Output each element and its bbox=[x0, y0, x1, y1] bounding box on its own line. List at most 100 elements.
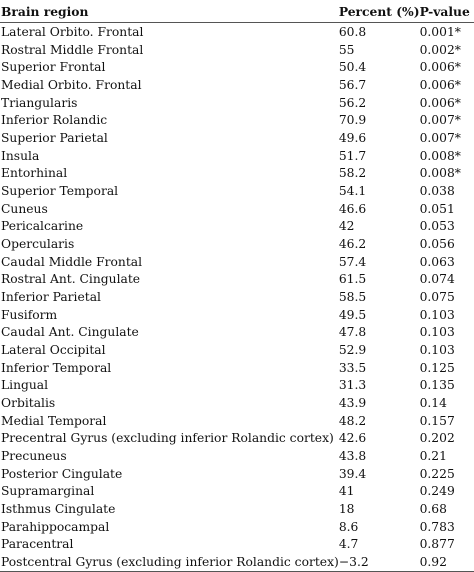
table-row: Inferior Rolandic 70.9 0.007* bbox=[0, 111, 474, 129]
region-cell: Posterior Cingulate bbox=[1, 466, 123, 481]
percent-cell: 51.7 bbox=[338, 148, 367, 163]
table-row: Medial Orbito. Frontal 56.7 0.006* bbox=[0, 76, 474, 94]
percent-cell: 54.1 bbox=[338, 183, 367, 198]
region-cell: Caudal Middle Frontal bbox=[1, 254, 143, 269]
p-value-cell: 0.006* bbox=[419, 95, 461, 110]
region-cell: Supramarginal bbox=[1, 484, 95, 499]
table-row: Parahippocampal 8.6 0.783 bbox=[0, 518, 474, 536]
table-row: Entorhinal 58.2 0.008* bbox=[0, 164, 474, 182]
p-value-cell: 0.007* bbox=[419, 113, 461, 128]
region-cell: Lateral Orbito. Frontal bbox=[1, 24, 144, 39]
header-p-value: P-value bbox=[419, 0, 474, 23]
p-value-cell: 0.68 bbox=[419, 501, 447, 516]
table-row: Cuneus 46.6 0.051 bbox=[0, 200, 474, 218]
table-row: Supramarginal 41 0.249 bbox=[0, 482, 474, 500]
percent-cell: 46.2 bbox=[338, 236, 367, 251]
table-row: Triangularis 56.2 0.006* bbox=[0, 94, 474, 112]
percent-cell: 61.5 bbox=[338, 272, 367, 287]
p-value-cell: 0.202 bbox=[419, 431, 455, 446]
percent-cell: 55 bbox=[338, 42, 355, 57]
table-row: Lingual 31.3 0.135 bbox=[0, 376, 474, 394]
table-row: Insula 51.7 0.008* bbox=[0, 147, 474, 165]
region-cell: Precuneus bbox=[1, 448, 67, 463]
p-value-cell: 0.225 bbox=[419, 466, 455, 481]
region-cell: Lingual bbox=[1, 378, 49, 393]
percent-cell: 42 bbox=[338, 219, 355, 234]
p-value-cell: 0.053 bbox=[419, 219, 455, 234]
region-cell: Rostral Ant. Cingulate bbox=[1, 272, 141, 287]
p-value-cell: 0.157 bbox=[419, 413, 455, 428]
region-cell: Opercularis bbox=[1, 236, 75, 251]
region-cell: Superior Parietal bbox=[1, 130, 108, 145]
p-value-cell: 0.125 bbox=[419, 360, 455, 375]
region-cell: Lateral Occipital bbox=[1, 342, 106, 357]
table-row: Precentral Gyrus (excluding inferior Rol… bbox=[0, 429, 474, 447]
table-row: Pericalcarine 42 0.053 bbox=[0, 217, 474, 235]
percent-cell: 47.8 bbox=[338, 325, 367, 340]
percent-cell: 8.6 bbox=[338, 519, 359, 534]
table-body: Lateral Orbito. Frontal 60.8 0.001* Rostral… bbox=[0, 23, 474, 572]
region-cell: Paracentral bbox=[1, 537, 74, 552]
percent-cell: 41 bbox=[338, 484, 355, 499]
region-cell: Rostral Middle Frontal bbox=[1, 42, 144, 57]
table-header: Brain region Percent (%) P-value bbox=[0, 0, 474, 23]
percent-cell: 39.4 bbox=[338, 466, 367, 481]
table-row: Isthmus Cingulate 18 0.68 bbox=[0, 500, 474, 518]
table-row: Superior Temporal 54.1 0.038 bbox=[0, 182, 474, 200]
p-value-cell: 0.051 bbox=[419, 201, 455, 216]
table-row: Superior Frontal 50.4 0.006* bbox=[0, 58, 474, 76]
region-cell: Caudal Ant. Cingulate bbox=[1, 325, 139, 340]
percent-cell: 49.5 bbox=[338, 307, 367, 322]
p-value-cell: 0.103 bbox=[419, 307, 455, 322]
table-row: Rostral Ant. Cingulate 61.5 0.074 bbox=[0, 270, 474, 288]
percent-cell: 18 bbox=[338, 501, 355, 516]
percent-cell: 43.9 bbox=[338, 395, 367, 410]
percent-cell: 49.6 bbox=[338, 130, 367, 145]
percent-cell: 70.9 bbox=[338, 113, 367, 128]
percent-cell: 4.7 bbox=[338, 537, 359, 552]
p-value-cell: 0.007* bbox=[419, 130, 461, 145]
p-value-cell: 0.002* bbox=[419, 42, 461, 57]
percent-cell: 42.6 bbox=[338, 431, 367, 446]
p-value-cell: 0.063 bbox=[419, 254, 455, 269]
region-cell: Pericalcarine bbox=[1, 219, 84, 234]
p-value-cell: 0.056 bbox=[419, 236, 455, 251]
region-cell: Entorhinal bbox=[1, 166, 68, 181]
region-cell: Fusiform bbox=[1, 307, 58, 322]
region-cell: Superior Frontal bbox=[1, 60, 106, 75]
percent-cell: 33.5 bbox=[338, 360, 367, 375]
percent-cell: 57.4 bbox=[338, 254, 367, 269]
region-cell: Inferior Temporal bbox=[1, 360, 112, 375]
region-cell: Medial Orbito. Frontal bbox=[1, 77, 142, 92]
region-cell: Inferior Rolandic bbox=[1, 113, 108, 128]
percent-cell: 31.3 bbox=[338, 378, 367, 393]
p-value-cell: 0.038 bbox=[419, 183, 455, 198]
percent-cell: 60.8 bbox=[338, 24, 367, 39]
table-row: Lateral Orbito. Frontal 60.8 0.001* bbox=[0, 23, 474, 41]
p-value-cell: 0.006* bbox=[419, 77, 461, 92]
percent-cell: 58.2 bbox=[338, 166, 367, 181]
table-row: Orbitalis 43.9 0.14 bbox=[0, 394, 474, 412]
p-value-cell: 0.249 bbox=[419, 484, 455, 499]
region-cell: Isthmus Cingulate bbox=[1, 501, 116, 516]
percent-cell: 43.8 bbox=[338, 448, 367, 463]
table-row: Inferior Parietal 58.5 0.075 bbox=[0, 288, 474, 306]
percent-cell: 50.4 bbox=[338, 60, 367, 75]
table-row: Precuneus 43.8 0.21 bbox=[0, 447, 474, 465]
p-value-cell: 0.008* bbox=[419, 166, 461, 181]
region-cell: Inferior Parietal bbox=[1, 289, 101, 304]
table-row: Opercularis 46.2 0.056 bbox=[0, 235, 474, 253]
percent-cell: 56.7 bbox=[338, 77, 367, 92]
header-brain-region: Brain region bbox=[0, 0, 339, 23]
table-row: Caudal Ant. Cingulate 47.8 0.103 bbox=[0, 323, 474, 341]
p-value-cell: 0.075 bbox=[419, 289, 455, 304]
header-row: Brain region Percent (%) P-value bbox=[0, 0, 474, 23]
region-cell: Superior Temporal bbox=[1, 183, 119, 198]
table-row: Caudal Middle Frontal 57.4 0.063 bbox=[0, 253, 474, 271]
table-row: Superior Parietal 49.6 0.007* bbox=[0, 129, 474, 147]
p-value-cell: 0.006* bbox=[419, 60, 461, 75]
region-cell: Triangularis bbox=[1, 95, 78, 110]
percent-cell: 48.2 bbox=[338, 413, 367, 428]
